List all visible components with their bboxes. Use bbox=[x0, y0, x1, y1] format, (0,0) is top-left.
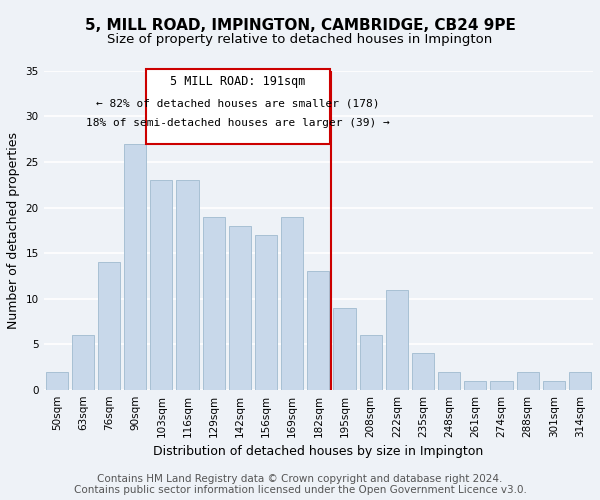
Text: 5, MILL ROAD, IMPINGTON, CAMBRIDGE, CB24 9PE: 5, MILL ROAD, IMPINGTON, CAMBRIDGE, CB24… bbox=[85, 18, 515, 32]
Bar bbox=[203, 216, 225, 390]
Y-axis label: Number of detached properties: Number of detached properties bbox=[7, 132, 20, 329]
Text: 5 MILL ROAD: 191sqm: 5 MILL ROAD: 191sqm bbox=[170, 76, 305, 88]
Bar bbox=[386, 290, 408, 390]
Bar bbox=[307, 272, 329, 390]
Bar bbox=[542, 380, 565, 390]
Bar bbox=[438, 372, 460, 390]
Bar bbox=[72, 335, 94, 390]
Bar bbox=[359, 335, 382, 390]
Text: ← 82% of detached houses are smaller (178): ← 82% of detached houses are smaller (17… bbox=[96, 98, 380, 108]
Bar bbox=[569, 372, 591, 390]
Bar bbox=[517, 372, 539, 390]
Text: 18% of semi-detached houses are larger (39) →: 18% of semi-detached houses are larger (… bbox=[86, 118, 390, 128]
Bar bbox=[150, 180, 172, 390]
Bar bbox=[464, 380, 487, 390]
Bar bbox=[46, 372, 68, 390]
Bar bbox=[281, 216, 303, 390]
Text: Contains public sector information licensed under the Open Government Licence v3: Contains public sector information licen… bbox=[74, 485, 526, 495]
X-axis label: Distribution of detached houses by size in Impington: Distribution of detached houses by size … bbox=[153, 445, 484, 458]
Text: Size of property relative to detached houses in Impington: Size of property relative to detached ho… bbox=[107, 32, 493, 46]
Bar bbox=[255, 235, 277, 390]
Bar bbox=[229, 226, 251, 390]
Bar bbox=[412, 354, 434, 390]
FancyBboxPatch shape bbox=[146, 69, 330, 144]
Bar bbox=[490, 380, 512, 390]
Bar bbox=[176, 180, 199, 390]
Bar bbox=[98, 262, 120, 390]
Bar bbox=[334, 308, 356, 390]
Bar bbox=[124, 144, 146, 390]
Text: Contains HM Land Registry data © Crown copyright and database right 2024.: Contains HM Land Registry data © Crown c… bbox=[97, 474, 503, 484]
